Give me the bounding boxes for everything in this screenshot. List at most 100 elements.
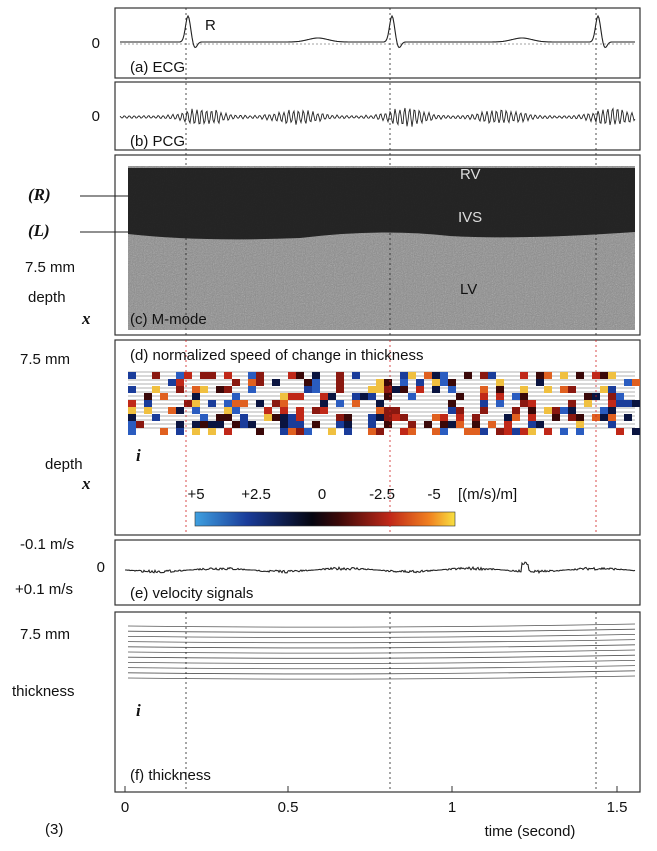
- speed-block: [512, 407, 520, 414]
- thickness-line: [127, 665, 636, 670]
- speed-block: [232, 379, 240, 386]
- speed-block: [320, 407, 328, 414]
- time-tick: 1: [448, 799, 456, 816]
- speed-block: [192, 428, 200, 435]
- thickness-line: [127, 660, 636, 664]
- speed-block: [208, 428, 216, 435]
- panel-frame: [114, 339, 641, 536]
- panel-label: (c) M-mode: [130, 311, 207, 328]
- speed-block: [544, 386, 552, 393]
- speed-block: [624, 379, 632, 386]
- speed-block: [560, 386, 568, 393]
- speed-block: [208, 400, 216, 407]
- wall-mark: (R): [28, 185, 51, 204]
- speed-block: [408, 428, 416, 435]
- speed-block: [184, 372, 192, 379]
- scale-label: 7.5 mm: [20, 351, 70, 368]
- speed-block: [456, 407, 464, 414]
- speed-block: [520, 372, 528, 379]
- speed-block: [632, 379, 640, 386]
- colorbar-tick: 0: [318, 486, 326, 503]
- speed-block: [440, 372, 448, 379]
- thickness-line: [127, 670, 636, 675]
- speed-block: [560, 428, 568, 435]
- speed-block: [600, 407, 608, 414]
- speed-block: [304, 386, 312, 393]
- speed-block: [392, 407, 400, 414]
- zero-label: 0: [97, 559, 105, 576]
- speed-block: [496, 400, 504, 407]
- speed-block: [336, 400, 344, 407]
- speed-block: [264, 407, 272, 414]
- speed-block: [560, 407, 568, 414]
- speed-block: [520, 393, 528, 400]
- speed-block: [400, 379, 408, 386]
- speed-block: [432, 379, 440, 386]
- speed-block: [160, 393, 168, 400]
- speed-block: [248, 421, 256, 428]
- speed-block: [464, 372, 472, 379]
- speed-block: [200, 421, 208, 428]
- speed-block: [264, 414, 272, 421]
- speed-block: [128, 428, 136, 435]
- speed-block: [216, 421, 224, 428]
- speed-block: [312, 407, 320, 414]
- speed-block: [408, 393, 416, 400]
- speed-block: [616, 393, 624, 400]
- speed-block: [504, 428, 512, 435]
- speed-block: [152, 386, 160, 393]
- speed-block: [480, 372, 488, 379]
- speed-block: [512, 393, 520, 400]
- speed-block: [560, 372, 568, 379]
- speed-block: [224, 386, 232, 393]
- speed-block: [368, 421, 376, 428]
- speed-block: [152, 372, 160, 379]
- speed-block: [208, 421, 216, 428]
- speed-block: [296, 428, 304, 435]
- speed-block: [384, 421, 392, 428]
- panel-frame: [114, 7, 641, 79]
- speed-block: [360, 393, 368, 400]
- speed-block: [600, 372, 608, 379]
- speed-block: [144, 407, 152, 414]
- speed-block: [496, 379, 504, 386]
- speed-block: [608, 421, 616, 428]
- thickness-line: [127, 649, 636, 654]
- speed-block: [288, 414, 296, 421]
- figure-label: (3): [45, 821, 63, 838]
- speed-block: [528, 428, 536, 435]
- speed-block: [520, 428, 528, 435]
- speed-block: [384, 407, 392, 414]
- speed-block: [448, 379, 456, 386]
- speed-block: [608, 400, 616, 407]
- scale-label: 7.5 mm: [20, 626, 70, 643]
- speed-block: [440, 379, 448, 386]
- speed-block: [336, 386, 344, 393]
- thickness-line: [127, 623, 636, 628]
- panel-label: (f) thickness: [130, 767, 211, 784]
- thickness-line: [127, 628, 636, 633]
- speed-block: [224, 407, 232, 414]
- speed-block: [256, 400, 264, 407]
- speed-block: [424, 421, 432, 428]
- speed-block: [456, 414, 464, 421]
- speed-block: [400, 372, 408, 379]
- speed-block: [608, 386, 616, 393]
- speed-block: [568, 400, 576, 407]
- speed-block: [176, 421, 184, 428]
- speed-block: [224, 372, 232, 379]
- speed-block: [544, 407, 552, 414]
- speed-block: [208, 372, 216, 379]
- speed-block: [304, 379, 312, 386]
- speed-block: [376, 379, 384, 386]
- speed-block: [312, 421, 320, 428]
- zero-label: 0: [92, 35, 100, 52]
- speed-block: [432, 428, 440, 435]
- speed-block: [168, 407, 176, 414]
- speed-block: [176, 407, 184, 414]
- zero-label: 0: [92, 108, 100, 125]
- peak-label: R: [205, 17, 216, 34]
- colorbar-unit: [(m/s)/m]: [458, 486, 517, 503]
- speed-block: [160, 428, 168, 435]
- speed-block: [336, 421, 344, 428]
